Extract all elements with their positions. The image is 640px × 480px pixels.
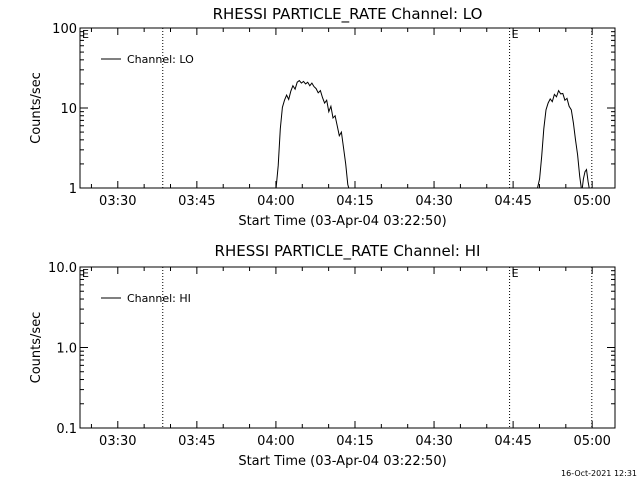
x-tick-label: 04:45 — [494, 194, 531, 209]
y-tick-label: 100 — [52, 22, 77, 37]
y-axis-label: Counts/sec — [29, 312, 44, 384]
legend: Channel: LO — [101, 53, 194, 66]
series-line-segment — [275, 79, 350, 189]
footer-timestamp: 16-Oct-2021 12:31 — [561, 469, 637, 478]
y-tick-label: 1.0 — [56, 342, 77, 357]
x-tick-label: 04:00 — [257, 434, 294, 449]
x-tick-label: 05:00 — [573, 434, 610, 449]
chart-panel-2: RHESSI PARTICLE_RATE Channel: HI 03:30 03:… — [29, 242, 616, 469]
legend: Channel: HI — [101, 292, 191, 305]
y-axis-label: Counts/sec — [29, 72, 44, 144]
legend-entry: Channel: HI — [127, 292, 191, 305]
series-line-segment — [581, 168, 590, 189]
x-tick-label: 03:30 — [99, 194, 136, 209]
x-tick-label: 04:30 — [415, 434, 452, 449]
event-flag: E — [512, 28, 519, 41]
y-tick-label: 10.0 — [48, 261, 77, 276]
chart-panel-1: RHESSI PARTICLE_RATE Channel: LO 03:30 03:… — [29, 5, 616, 229]
plot-frame — [79, 27, 616, 189]
x-tick-label: 03:45 — [178, 194, 215, 209]
y-tick-label: 10 — [60, 102, 77, 117]
x-tick-label: 04:45 — [494, 434, 531, 449]
x-tick-label: 03:30 — [99, 434, 136, 449]
x-tick-label: 05:00 — [573, 194, 610, 209]
x-axis-label: Start Time (03-Apr-04 03:22:50) — [238, 214, 446, 229]
chart-title: RHESSI PARTICLE_RATE Channel: HI — [215, 242, 481, 261]
legend-entry: Channel: LO — [127, 53, 194, 66]
event-flag: E — [512, 267, 519, 280]
corner-flag: E — [82, 28, 89, 41]
chart-title: RHESSI PARTICLE_RATE Channel: LO — [213, 5, 483, 24]
x-tick-label: 04:30 — [415, 194, 452, 209]
series-line-segment — [537, 89, 582, 189]
x-tick-label: 04:15 — [336, 194, 373, 209]
x-axis-label: Start Time (03-Apr-04 03:22:50) — [238, 454, 446, 469]
y-tick-label: 1 — [69, 182, 77, 197]
y-tick-label: 0.1 — [56, 422, 77, 437]
x-tick-label: 04:00 — [257, 194, 294, 209]
corner-flag: E — [82, 267, 89, 280]
x-tick-label: 04:15 — [336, 434, 373, 449]
x-tick-label: 03:45 — [178, 434, 215, 449]
